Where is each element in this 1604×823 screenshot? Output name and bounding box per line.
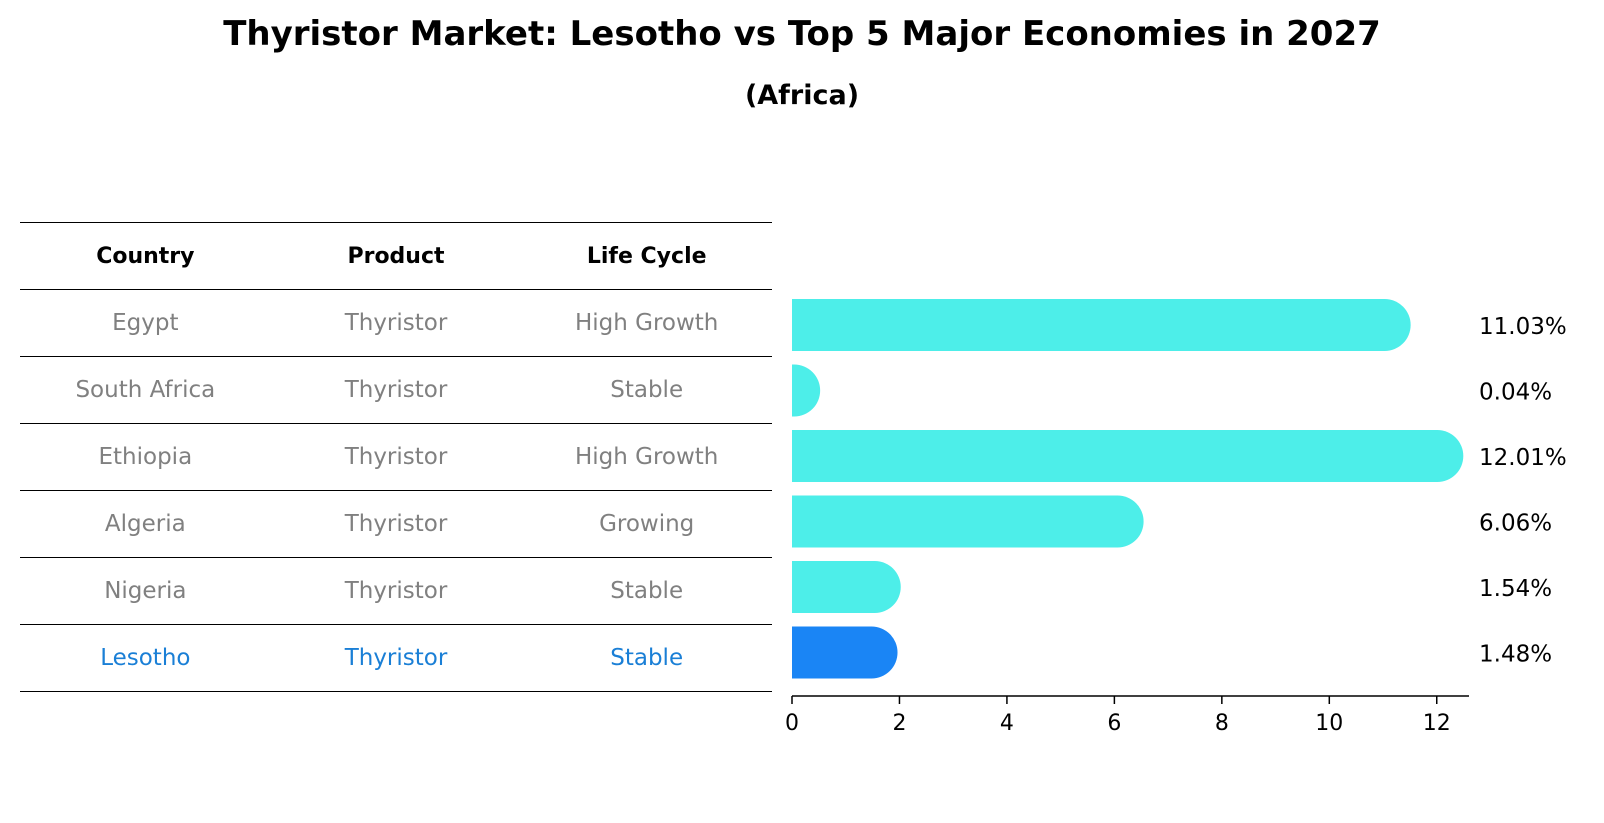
life-cycle-cell: Stable xyxy=(610,645,684,671)
country-cell: Lesotho xyxy=(100,645,191,671)
country-cell: South Africa xyxy=(75,377,216,403)
life-cycle-cell: Growing xyxy=(599,511,695,537)
x-tick-label: 8 xyxy=(1215,711,1229,736)
product-cell: Thyristor xyxy=(344,645,448,671)
product-cell: Thyristor xyxy=(344,578,448,604)
x-tick-label: 0 xyxy=(785,711,799,736)
table-row: Nigeria Thyristor Stable xyxy=(20,557,772,624)
x-tick-label: 12 xyxy=(1423,711,1451,736)
x-tick-label: 6 xyxy=(1107,711,1121,736)
life-cycle-cell: Stable xyxy=(610,578,684,604)
header-life-cycle: Life Cycle xyxy=(586,243,707,269)
value-label: 11.03% xyxy=(1479,314,1567,340)
bar xyxy=(792,430,1464,482)
value-label: 6.06% xyxy=(1479,511,1552,537)
product-cell: Thyristor xyxy=(344,377,448,403)
value-label: 1.54% xyxy=(1479,576,1552,602)
x-tick-label: 10 xyxy=(1315,711,1343,736)
table-row: Egypt Thyristor High Growth xyxy=(20,289,772,356)
product-cell: Thyristor xyxy=(344,310,448,336)
value-label: 0.04% xyxy=(1479,380,1552,406)
bar xyxy=(792,299,1411,351)
product-cell: Thyristor xyxy=(344,511,448,537)
header-country: Country xyxy=(96,243,195,269)
bar-highlight xyxy=(792,626,898,679)
value-label: 1.48% xyxy=(1479,642,1552,668)
country-cell: Nigeria xyxy=(104,578,187,604)
table-row: Algeria Thyristor Growing xyxy=(20,490,772,557)
bar xyxy=(792,495,1144,548)
country-table: Country Product Life Cycle Egypt Thyrist… xyxy=(20,222,772,692)
header-product: Product xyxy=(347,243,445,269)
chart-subtitle: (Africa) xyxy=(744,80,860,111)
country-cell: Ethiopia xyxy=(98,444,193,470)
bar xyxy=(792,364,821,417)
x-tick-label: 2 xyxy=(892,711,906,736)
x-tick-label: 4 xyxy=(1000,711,1014,736)
life-cycle-cell: High Growth xyxy=(574,444,719,470)
life-cycle-cell: High Growth xyxy=(574,310,719,336)
country-cell: Egypt xyxy=(112,310,179,336)
value-label: 12.01% xyxy=(1479,445,1567,471)
product-cell: Thyristor xyxy=(344,444,448,470)
table-header-row: Country Product Life Cycle xyxy=(20,222,772,289)
bar xyxy=(792,561,901,613)
table-row: South Africa Thyristor Stable xyxy=(20,356,772,423)
table-row: Ethiopia Thyristor High Growth xyxy=(20,423,772,490)
chart-title: Thyristor Market: Lesotho vs Top 5 Major… xyxy=(223,14,1381,54)
country-cell: Algeria xyxy=(104,511,186,537)
life-cycle-cell: Stable xyxy=(610,377,684,403)
table-row-highlight: Lesotho Thyristor Stable xyxy=(20,624,772,692)
